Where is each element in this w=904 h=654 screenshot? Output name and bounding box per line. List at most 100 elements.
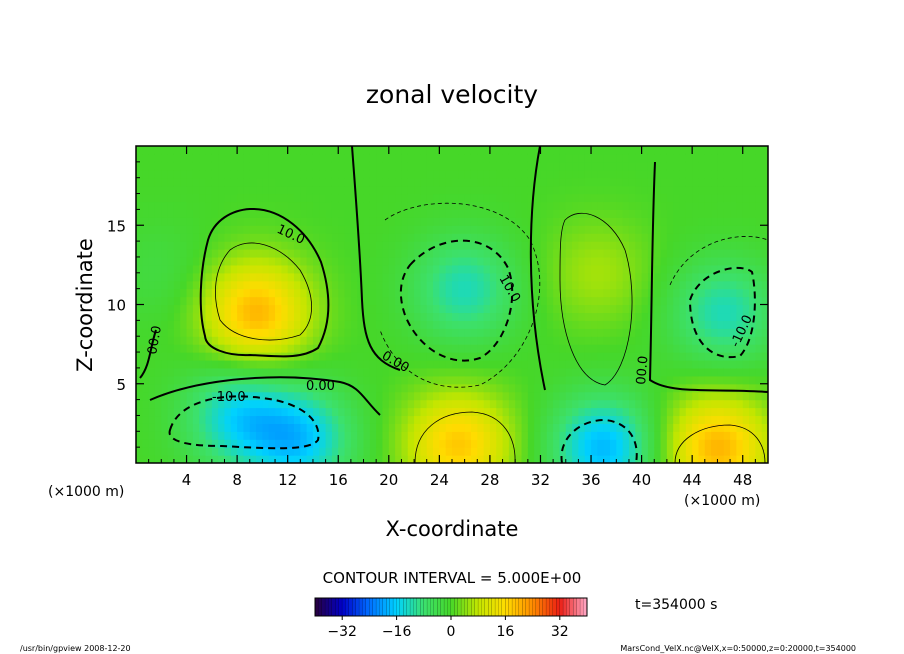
field-cell <box>527 146 535 155</box>
field-cell <box>635 359 643 369</box>
field-cell <box>401 169 409 179</box>
field-cell <box>148 320 156 329</box>
field-cell <box>464 209 472 218</box>
field-cell <box>262 304 270 314</box>
field-cell <box>218 375 226 385</box>
field-cell <box>660 249 668 258</box>
field-cell <box>534 146 542 155</box>
field-cell <box>445 336 453 345</box>
field-cell <box>154 201 162 210</box>
field-cell <box>565 280 573 290</box>
field-cell <box>628 280 636 290</box>
field-cell <box>761 352 768 361</box>
field-cell <box>357 399 365 409</box>
field-cell <box>306 320 314 329</box>
field-cell <box>218 383 226 393</box>
field-cell <box>559 407 567 417</box>
field-cell <box>148 280 156 290</box>
field-cell <box>704 312 712 321</box>
field-cell <box>376 161 384 171</box>
field-cell <box>363 177 371 187</box>
field-cell <box>540 169 548 179</box>
field-cell <box>249 391 257 401</box>
field-cell <box>407 209 415 218</box>
field-cell <box>445 264 453 274</box>
field-cell <box>647 391 655 401</box>
field-cell <box>717 375 725 385</box>
field-cell <box>142 344 150 353</box>
field-cell <box>249 217 257 226</box>
field-cell <box>243 153 251 163</box>
field-cell <box>287 185 295 195</box>
field-cell <box>736 177 744 187</box>
field-cell <box>628 375 636 385</box>
field-cell <box>237 352 245 361</box>
field-cell <box>376 217 384 226</box>
field-cell <box>502 344 510 353</box>
field-cell <box>496 241 504 250</box>
field-cell <box>591 241 598 250</box>
field-cell <box>395 161 403 171</box>
field-cell <box>527 312 535 321</box>
field-cell <box>470 352 478 361</box>
field-cell <box>142 391 150 401</box>
colorbar-cell <box>379 598 384 616</box>
field-cell <box>281 201 289 210</box>
field-cell <box>527 391 535 401</box>
field-cell <box>711 249 719 258</box>
field-cell <box>312 296 320 306</box>
field-cell <box>401 193 409 203</box>
field-cell <box>426 272 434 282</box>
field-cell <box>628 169 636 179</box>
field-cell <box>142 288 150 298</box>
field-cell <box>199 201 207 210</box>
field-cell <box>306 312 314 321</box>
field-cell <box>376 272 384 282</box>
field-cell <box>515 161 523 171</box>
field-cell <box>515 312 523 321</box>
field-cell <box>180 241 188 250</box>
field-cell <box>673 193 681 203</box>
field-cell <box>211 296 219 306</box>
field-cell <box>445 415 453 424</box>
field-cell <box>180 336 188 345</box>
field-cell <box>407 312 415 321</box>
field-cell <box>553 399 561 409</box>
field-cell <box>654 241 662 250</box>
field-cell <box>527 431 535 440</box>
field-cell <box>344 225 352 234</box>
field-cell <box>685 241 693 250</box>
field-cell <box>534 241 542 250</box>
field-cell <box>161 146 169 155</box>
field-cell <box>319 439 327 448</box>
field-cell <box>230 225 238 234</box>
field-cell <box>565 169 573 179</box>
field-cell <box>692 320 700 329</box>
field-cell <box>268 447 276 456</box>
field-cell <box>635 352 643 361</box>
field-cell <box>622 352 630 361</box>
field-cell <box>641 304 649 314</box>
field-cell <box>452 399 459 409</box>
field-cell <box>489 288 497 298</box>
contour-line-negative-10-lower-right <box>560 418 638 463</box>
field-cell <box>489 383 497 393</box>
field-cell <box>654 169 662 179</box>
field-cell <box>439 288 447 298</box>
field-cell <box>319 233 327 242</box>
field-cell <box>338 344 346 353</box>
field-cell <box>736 423 744 432</box>
field-cell <box>167 304 175 314</box>
field-cell <box>534 455 542 463</box>
field-cell <box>445 328 453 337</box>
field-cell <box>281 225 289 234</box>
field-cell <box>641 169 649 179</box>
field-cell <box>761 423 768 432</box>
field-cell <box>635 367 643 377</box>
field-cell <box>540 399 548 409</box>
field-cell <box>426 241 434 250</box>
field-cell <box>142 193 150 203</box>
field-cell <box>565 455 573 463</box>
field-cell <box>331 367 339 377</box>
colorbar-cell <box>383 598 387 616</box>
